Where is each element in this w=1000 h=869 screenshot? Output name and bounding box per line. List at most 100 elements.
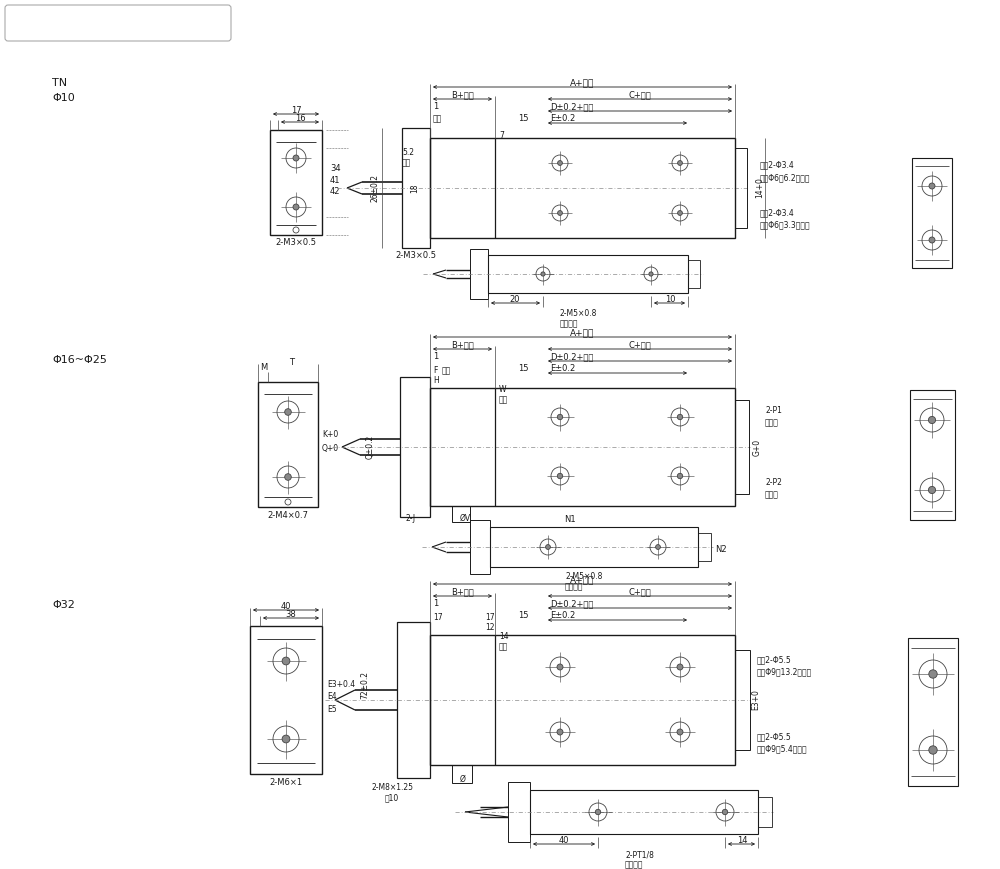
Circle shape (929, 746, 937, 754)
FancyBboxPatch shape (5, 5, 231, 41)
Text: Ø: Ø (460, 775, 466, 784)
Circle shape (678, 210, 682, 216)
Text: 接管口径: 接管口径 (565, 582, 584, 591)
Text: G+0: G+0 (753, 439, 762, 455)
Text: E±0.2: E±0.2 (550, 364, 575, 373)
Bar (735, 400, 749, 494)
Text: A+行程: A+行程 (570, 78, 594, 87)
Bar (735, 650, 750, 750)
Bar (530, 790, 758, 834)
Text: 2-PT1/8: 2-PT1/8 (625, 850, 654, 859)
Text: 外形尺寸 / Dimension: 外形尺寸 / Dimension (14, 12, 170, 30)
Text: C+行程: C+行程 (629, 587, 651, 596)
Bar (470, 249, 488, 299)
Text: A+行程: A+行程 (570, 575, 594, 584)
Bar (908, 638, 958, 786)
Text: 接管口径: 接管口径 (560, 319, 578, 328)
Circle shape (928, 416, 936, 423)
Circle shape (557, 664, 563, 670)
Text: 固定孔: 固定孔 (765, 490, 779, 499)
Text: 接管口径: 接管口径 (625, 860, 644, 869)
Circle shape (929, 183, 935, 189)
Bar (402, 128, 430, 248)
Circle shape (282, 735, 290, 743)
Text: 18: 18 (411, 183, 420, 193)
Circle shape (678, 161, 682, 165)
Text: Q+0: Q+0 (322, 444, 339, 453)
Circle shape (558, 210, 562, 216)
Text: 2-M3×0.5: 2-M3×0.5 (396, 251, 436, 260)
Text: 2-M5×0.8: 2-M5×0.8 (565, 572, 602, 581)
Circle shape (928, 487, 936, 494)
Text: T: T (290, 358, 294, 367)
Text: 两边: 两边 (499, 642, 508, 651)
Bar (735, 148, 747, 228)
Text: 1: 1 (433, 599, 438, 608)
Text: E4: E4 (327, 692, 337, 701)
Bar (430, 388, 735, 506)
Text: H: H (433, 376, 439, 385)
Circle shape (677, 474, 683, 479)
Text: 2-P1: 2-P1 (765, 406, 782, 415)
Text: 1: 1 (433, 102, 438, 111)
Text: 42: 42 (330, 187, 340, 196)
Text: ØV: ØV (460, 514, 471, 523)
Text: 2-M5×0.8: 2-M5×0.8 (560, 309, 597, 318)
Circle shape (929, 670, 937, 678)
Text: B+行程: B+行程 (451, 587, 473, 596)
Circle shape (929, 237, 935, 243)
Text: K+0: K+0 (322, 430, 338, 439)
Text: 通孂2-Φ3.4: 通孂2-Φ3.4 (760, 208, 795, 217)
Circle shape (677, 729, 683, 735)
Text: 2-J: 2-J (405, 514, 415, 523)
Text: 17: 17 (433, 613, 443, 622)
Text: 2-M8×1.25: 2-M8×1.25 (371, 783, 413, 792)
Text: 固定孔: 固定孔 (765, 418, 779, 427)
Bar (452, 506, 470, 522)
Bar (698, 533, 711, 561)
Circle shape (282, 657, 290, 665)
Text: 15: 15 (518, 364, 528, 373)
Text: 17: 17 (291, 106, 301, 115)
Text: 14: 14 (499, 632, 509, 641)
Text: 行程: 行程 (442, 366, 451, 375)
Text: E±0.2: E±0.2 (550, 611, 575, 620)
Text: 1: 1 (433, 352, 438, 361)
Text: E5: E5 (327, 705, 337, 714)
Text: E3+0.4: E3+0.4 (327, 680, 355, 689)
Text: W: W (499, 385, 507, 394)
Text: 26±0.2: 26±0.2 (370, 174, 379, 202)
Bar (452, 765, 472, 783)
Text: 14+0: 14+0 (755, 177, 764, 198)
Text: D±0.2+行程: D±0.2+行程 (550, 352, 593, 361)
Text: Φ16~Φ25: Φ16~Φ25 (52, 355, 107, 365)
Bar (490, 527, 698, 567)
Text: D±0.2+行程: D±0.2+行程 (550, 102, 593, 111)
Text: N1: N1 (564, 515, 576, 524)
Text: 40: 40 (559, 836, 569, 845)
Text: A+行程: A+行程 (570, 328, 594, 337)
Text: 通孂2-Φ5.5: 通孂2-Φ5.5 (757, 732, 792, 741)
Text: 深10: 深10 (385, 793, 399, 802)
Bar (910, 390, 955, 520)
Text: F: F (433, 366, 437, 375)
Text: 双边Φ9朧5.4固定孔: 双边Φ9朧5.4固定孔 (757, 744, 808, 753)
Text: 72±0.2: 72±0.2 (360, 671, 369, 699)
Bar (250, 626, 322, 774)
Text: C+行程: C+行程 (629, 340, 651, 349)
Text: 7: 7 (499, 131, 504, 140)
Circle shape (677, 415, 683, 420)
Circle shape (649, 272, 653, 276)
Text: Φ32: Φ32 (52, 600, 75, 610)
Text: E3+0: E3+0 (751, 690, 760, 711)
Circle shape (677, 664, 683, 670)
Bar (430, 635, 735, 765)
Text: 两边: 两边 (402, 158, 411, 167)
Circle shape (557, 474, 563, 479)
Text: 17: 17 (485, 613, 495, 622)
Bar (758, 797, 772, 827)
Text: D±0.2+行程: D±0.2+行程 (550, 599, 593, 608)
Text: N2: N2 (715, 545, 727, 554)
Text: 双边Φ9深13.2固定孔: 双边Φ9深13.2固定孔 (757, 667, 812, 676)
Circle shape (557, 415, 563, 420)
